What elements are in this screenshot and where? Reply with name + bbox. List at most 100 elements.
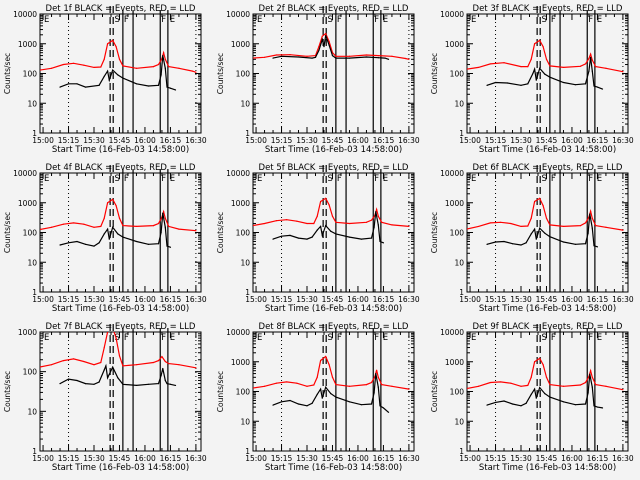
events-data-point [112,366,114,368]
interval-marker-F: F [551,15,556,25]
lld-series-line [467,39,624,73]
lld-data-point [316,376,318,378]
lld-data-point [549,65,551,67]
events-data-point [318,49,320,51]
lld-data-point [605,385,607,387]
interval-marker-E: E [170,15,175,25]
events-data-point [360,404,362,406]
plot-frame [252,13,415,134]
lld-data-point [391,224,393,226]
x-tick-label: 15:30 [296,136,318,145]
y-tick-label: 100 [236,229,251,238]
lld-data-point [584,222,587,224]
series-group [467,197,624,248]
events-series-line [486,374,603,409]
y-tick-label: 100 [450,70,465,79]
events-data-point [103,75,105,77]
events-data-point [117,74,119,76]
events-data-point [587,232,589,234]
events-data-point [532,72,534,75]
events-data-point [549,236,551,238]
x-tick-label: 15:30 [510,136,532,145]
events-series-line [59,55,176,91]
events-data-point [76,240,78,243]
interval-marker-F: F [588,15,593,25]
events-data-point [375,372,377,375]
x-axis-label: Start Time (16-Feb-03 14:58:00) [265,463,402,473]
events-data-point [164,67,166,69]
lld-data-point [370,219,373,221]
panel-det-3: Det 3f BLACK = Events, RED = LLD 1 10 100 10… [430,4,634,155]
lld-data-point [122,65,124,67]
marker-lines [495,332,624,451]
lld-data-point [533,200,536,203]
events-data-point [122,383,124,385]
x-tick-label: 15:45 [322,136,344,145]
x-tick-label: 15:00 [459,295,481,304]
marker-lines [495,173,624,292]
y-tick-label: 10 [454,417,464,426]
lld-data-point [579,65,582,67]
lld-data-point [370,381,373,384]
events-data-point [377,224,379,226]
lld-series-line [253,197,409,227]
panel-title: Det 1f BLACK = Events, RED = LLD [46,4,196,14]
events-data-point [328,44,330,46]
interval-marker-F: F [374,15,379,25]
y-tick-label: 1 [459,288,464,297]
interval-marker-E: E [44,174,49,184]
events-data-point [272,238,274,240]
events-data-point [162,367,164,370]
x-tick-label: 15:00 [32,136,54,145]
y-tick-label: 100 [23,368,38,377]
lld-data-point [365,384,368,386]
x-tick-label: 15:30 [510,454,532,463]
lld-data-point [328,40,330,42]
events-data-point [325,34,327,37]
events-data-point [67,378,70,380]
events-data-point [387,411,390,413]
panel-det-5: Det 5f BLACK = Events, RED = LLD 1 10 100 10… [216,163,420,314]
interval-marker-F: F [588,174,593,184]
y-tick-label: 100 [23,70,38,79]
lld-data-point [605,226,607,228]
lld-data-point [325,355,327,358]
events-data-point [527,83,529,85]
y-tick-label: 1 [459,447,464,456]
x-tick-label: 16:15 [160,136,182,145]
x-tick-label: 15:45 [322,295,344,304]
y-tick-label: 10000 [440,169,464,178]
lld-data-point [157,63,160,66]
interval-marker-F: F [551,333,556,343]
y-tick-label: 10 [27,407,37,416]
lld-data-point [318,46,320,48]
events-data-point [335,233,337,235]
events-data-point [306,405,308,407]
events-data-point [321,397,323,399]
interval-marker-S: S [328,174,333,184]
lld-data-point [376,369,378,371]
events-data-point [511,403,514,405]
x-tick-label: 15:45 [109,295,131,304]
lld-data-point [365,221,368,223]
y-axis-label: Counts/sec [430,53,439,94]
lld-data-point [163,211,165,213]
x-tick-label: 15:45 [536,295,558,304]
lld-data-point [533,43,536,45]
lld-data-point [348,222,351,225]
interval-marker-F: F [337,174,342,184]
events-data-point [382,242,385,244]
events-data-point [382,407,385,409]
plot-frame [252,331,415,452]
plot-frame [466,172,629,293]
lld-data-point [73,358,75,360]
interval-marker-F: F [374,174,379,184]
events-data-point [169,383,172,385]
x-tick-label: 16:30 [398,295,420,304]
y-axis-label: Counts/sec [216,53,225,94]
x-tick-label: 15:00 [459,454,481,463]
y-axis-label: Counts/sec [216,371,225,412]
y-axis-label: Counts/sec [3,212,12,253]
lld-data-point [157,222,160,225]
